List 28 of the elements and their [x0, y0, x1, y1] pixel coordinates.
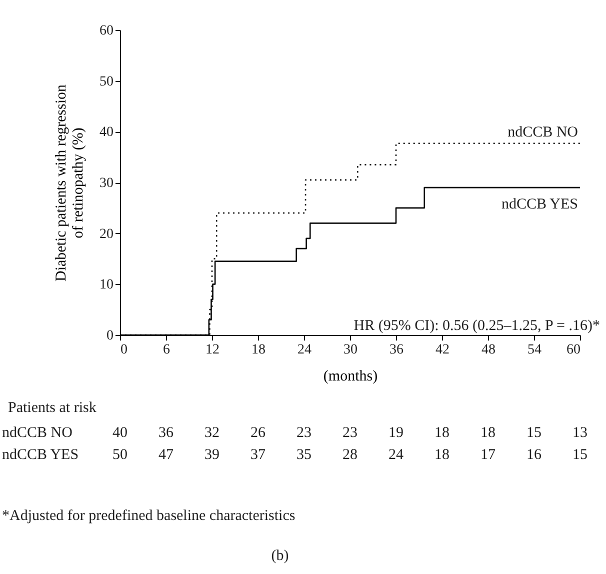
text: Patients at risk	[8, 400, 97, 416]
y-tick-label: 10	[100, 278, 114, 293]
x-tick-label: 60	[566, 342, 580, 358]
text: ndCCB NO 40 36 32 26 23 23 19 18 18 15 13	[2, 425, 588, 441]
text: *Adjusted for predefined baseline characteristics	[2, 508, 296, 524]
x-tick-label: 30	[344, 342, 358, 358]
text: (b)	[271, 548, 289, 564]
x-tick-label: 48	[482, 342, 496, 358]
x-tick-label: 24	[298, 342, 312, 358]
series-label: ndCCB NO	[508, 124, 578, 140]
y-tick-label: 20	[100, 226, 114, 242]
x-tick-label: 18	[252, 342, 266, 358]
x-tick-label: 0	[120, 342, 128, 358]
x-tick-label: 54	[528, 342, 542, 358]
x-tick-label: 6	[163, 342, 170, 358]
y-tick-label: 60	[100, 24, 114, 38]
y-tick-label: 0	[106, 328, 114, 344]
y-tick-label: 40	[100, 125, 114, 140]
series-label: ndCCB YES	[501, 196, 578, 213]
x-axis-title: (months)	[323, 368, 378, 384]
text: ndCCB YES 50 47 39 37 35 28 24 18 17 16 15	[2, 447, 588, 463]
x-tick-label: 12	[206, 342, 220, 358]
annotation: HR (95% CI): 0.56 (0.25–1.25, P = .16)*	[354, 318, 600, 334]
x-tick-label: 36	[390, 342, 404, 358]
y-tick-label: 50	[100, 74, 114, 90]
y-tick-label: 30	[100, 176, 114, 191]
y-axis-title: Diabetic patients with regression of retinopathy (%)	[54, 84, 86, 282]
x-tick-label: 42	[436, 342, 450, 358]
